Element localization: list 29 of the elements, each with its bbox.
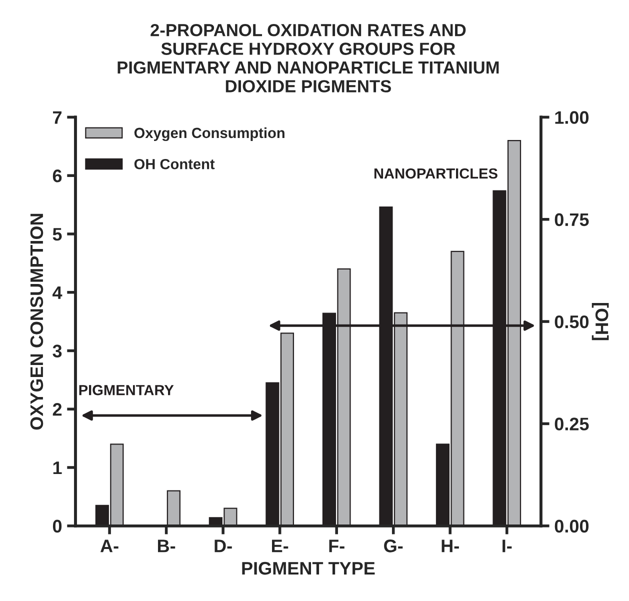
chart-title: 2-PROPANOL OXIDATION RATES AND SURFACE HYDROXY GROUPS FOR PIGMENTARY AND NANOPARTICLE TITANIUM DIOXIDE PIGMENTS: [118, 24, 499, 92]
y-tick-label: 7: [53, 111, 62, 124]
y2-tick-label: 1.00: [555, 111, 589, 124]
annotation: PIGMENTARY: [79, 384, 174, 396]
legend-label: Oxygen Consumption: [134, 127, 284, 142]
x-axis-title: PIGMENT TYPE: [242, 562, 375, 575]
x-tick-label: H-: [442, 540, 459, 552]
x-tick-label: E-: [272, 540, 288, 552]
y2-tick-label: 0.50: [554, 315, 589, 328]
y-tick-label: 1: [53, 462, 62, 474]
y-tick-label: 4: [52, 286, 62, 299]
y-axis-title: OXYGEN CONSUMPTION: [30, 214, 44, 430]
x-tick-label: B-: [158, 540, 176, 552]
y2-tick-label: 0.25: [554, 418, 589, 430]
y-tick-label: 6: [52, 170, 62, 182]
x-tick-label: D-: [214, 540, 232, 552]
y-tick-label: 3: [52, 344, 62, 358]
x-tick-label: G-: [384, 540, 403, 552]
y-tick-label: 5: [52, 228, 62, 241]
legend-label: OH Content: [134, 158, 215, 170]
y2-tick-label: 0.00: [554, 520, 589, 533]
y2-tick-label: 0.75: [554, 213, 589, 226]
y-tick-label: 2: [52, 403, 62, 416]
x-tick-label: I-: [502, 540, 512, 552]
y2-axis-title: [OH]: [592, 302, 609, 340]
x-tick-label: F-: [329, 540, 344, 552]
x-tick-label: A-: [100, 540, 118, 552]
y-tick-label: 0: [52, 520, 62, 533]
annotation: NANOPARTICLES: [374, 168, 498, 179]
